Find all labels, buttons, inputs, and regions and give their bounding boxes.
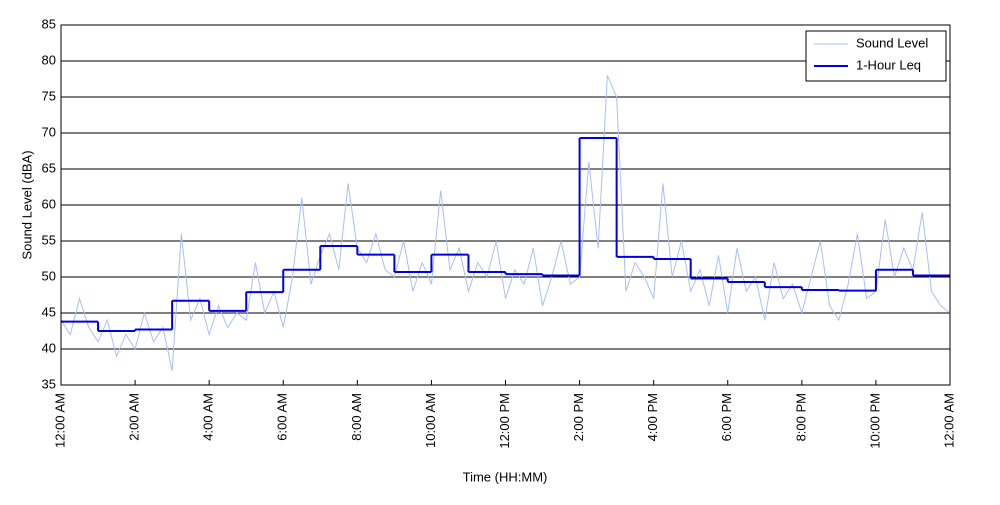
x-tick-label: 10:00 PM (867, 393, 882, 449)
y-tick-label: 75 (42, 88, 56, 103)
y-tick-label: 60 (42, 196, 56, 211)
x-tick-label: 2:00 AM (127, 393, 142, 441)
x-tick-label: 10:00 AM (423, 393, 438, 448)
y-tick-label: 80 (42, 52, 56, 67)
x-tick-label: 8:00 PM (793, 393, 808, 441)
x-tick-label: 6:00 PM (719, 393, 734, 441)
y-tick-label: 70 (42, 124, 56, 139)
x-tick-label: 12:00 PM (497, 393, 512, 449)
sound-level-line (60, 75, 951, 371)
x-tick-label: 4:00 PM (645, 393, 660, 441)
y-tick-label: 65 (42, 160, 56, 175)
x-tick-label: 12:00 AM (52, 393, 67, 448)
y-tick-label: 45 (42, 304, 56, 319)
legend-label: Sound Level (856, 35, 928, 50)
y-axis-label: Sound Level (dBA) (19, 150, 34, 259)
y-tick-label: 55 (42, 232, 56, 247)
x-tick-label: 6:00 AM (275, 393, 290, 441)
y-tick-label: 40 (42, 340, 56, 355)
x-tick-label: 4:00 AM (201, 393, 216, 441)
x-tick-label: 8:00 AM (349, 393, 364, 441)
y-tick-label: 50 (42, 268, 56, 283)
legend-box (805, 30, 947, 82)
plot-frame (60, 24, 951, 386)
x-tick-label: 12:00 AM (941, 393, 956, 448)
legend-label: 1-Hour Leq (856, 57, 921, 72)
y-tick-label: 35 (42, 376, 56, 391)
x-tick-label: 2:00 PM (571, 393, 586, 441)
y-tick-label: 85 (42, 16, 56, 31)
x-axis-label: Time (HH:MM) (463, 469, 548, 484)
